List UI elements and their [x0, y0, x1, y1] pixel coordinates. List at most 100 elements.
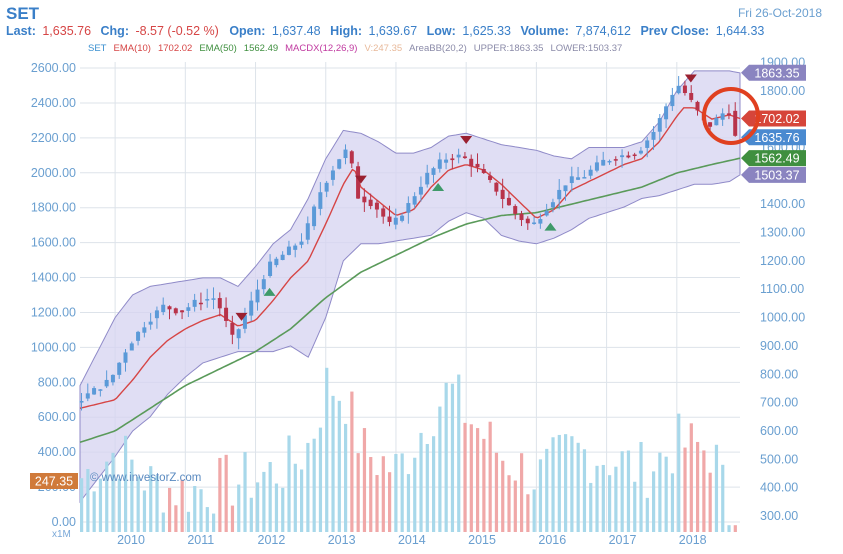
candle-body	[110, 374, 115, 383]
candle-body	[664, 106, 669, 120]
candle-body	[381, 208, 386, 217]
candle-body	[444, 159, 449, 163]
volume-bar	[337, 400, 341, 532]
volume-bar	[608, 475, 612, 532]
left-tick-label: 2400.00	[31, 96, 76, 110]
buy-signal-marker	[432, 182, 445, 191]
legend-item: EMA(10)	[113, 43, 150, 54]
legend-item: SET	[88, 43, 107, 54]
x-tick-label: 2018	[679, 533, 707, 547]
candle-body	[85, 393, 90, 399]
volume-bar	[482, 438, 486, 532]
price-tag-bg	[741, 129, 806, 146]
volume-bar	[463, 422, 467, 532]
legend-item: MACDX(12,26,9)	[285, 43, 357, 54]
candle-body	[657, 118, 662, 132]
prevclose-value: 1,644.33	[716, 24, 765, 38]
candle-body	[79, 400, 84, 403]
candle-body	[500, 189, 505, 200]
candle-body	[601, 159, 606, 166]
price-tag-bg	[741, 150, 806, 167]
candle-body	[129, 343, 134, 351]
legend-item: UPPER:1863.35	[474, 43, 544, 54]
candle-body	[594, 162, 599, 171]
right-tick-label: 700.00	[760, 396, 798, 410]
candle-body	[274, 258, 279, 266]
candle-body	[626, 155, 631, 158]
volume-bar	[488, 421, 492, 532]
volume-bar	[130, 459, 134, 532]
volume-tag-bg	[30, 473, 78, 489]
volume-bar	[218, 457, 222, 532]
volume-bar	[419, 432, 423, 532]
volume-bar	[696, 441, 700, 532]
legend-item: LOWER:1503.37	[550, 43, 622, 54]
last-label: Last:	[6, 24, 36, 38]
volume-bar	[645, 497, 649, 532]
volume-bar	[350, 391, 354, 532]
price-tag-bg	[741, 166, 806, 183]
left-tick-label: 1200.00	[31, 305, 76, 319]
legend-item: EMA(50)	[199, 43, 236, 54]
open-value: 1,637.48	[272, 24, 321, 38]
x-tick-label: 2015	[468, 533, 496, 547]
price-tag-label: 1562.49	[754, 152, 799, 166]
low-label: Low:	[427, 24, 456, 38]
volume-bar	[92, 491, 96, 532]
candle-body	[242, 315, 247, 329]
volume-bar	[520, 453, 524, 532]
candle-body	[400, 215, 405, 221]
buy-signal-marker	[544, 222, 557, 231]
candle-body	[676, 85, 681, 94]
candle-body	[393, 217, 398, 225]
indicator-legend: SET EMA(10) 1702.02 EMA(50) 1562.49 MACDX(12,…	[88, 43, 622, 54]
candle-body	[475, 163, 480, 168]
ema50-line	[79, 157, 741, 444]
candle-body	[550, 202, 555, 208]
volume-bar	[212, 513, 216, 532]
candle-body	[431, 168, 436, 175]
volume-bar	[538, 459, 543, 532]
right-tick-label: 1300.00	[760, 226, 805, 240]
candle-body	[293, 245, 298, 250]
candle-body	[305, 223, 310, 240]
volume-bar	[450, 383, 455, 532]
left-tick-label: 1400.00	[31, 271, 76, 285]
candle-body	[280, 254, 285, 261]
volume-bar	[438, 406, 442, 532]
volume-bar	[105, 461, 109, 532]
volume-bar	[400, 453, 404, 532]
candle-body	[437, 159, 442, 169]
volume-bar	[356, 453, 360, 532]
candle-body	[488, 175, 493, 180]
legend-item: 1562.49	[244, 43, 278, 54]
volume-bar	[689, 423, 693, 532]
volume-bar	[224, 454, 228, 532]
volume-bar	[570, 436, 574, 532]
candle-body	[425, 172, 430, 185]
volume-bar	[532, 489, 536, 532]
volume-bar	[168, 487, 172, 532]
volume-bar	[86, 469, 90, 532]
candles	[79, 76, 738, 411]
candle-body	[217, 298, 222, 309]
volume-bar	[432, 436, 436, 532]
candle-body	[255, 289, 260, 303]
left-tick-label: 800.00	[38, 375, 76, 389]
volume-bar	[174, 505, 178, 532]
ema50-path	[79, 157, 741, 444]
volume-bars	[80, 367, 737, 532]
candle-body	[538, 219, 543, 224]
price-tag-label: 1863.35	[754, 66, 799, 80]
candle-body	[142, 327, 147, 333]
volume-bar	[576, 442, 580, 532]
candle-body	[318, 192, 323, 209]
candle-body	[720, 113, 725, 120]
volume-bar	[205, 507, 209, 532]
volume-bar	[344, 423, 348, 532]
candle-body	[349, 151, 354, 164]
price-tag-label: 1635.76	[754, 131, 799, 145]
x-tick-label: 2016	[538, 533, 566, 547]
